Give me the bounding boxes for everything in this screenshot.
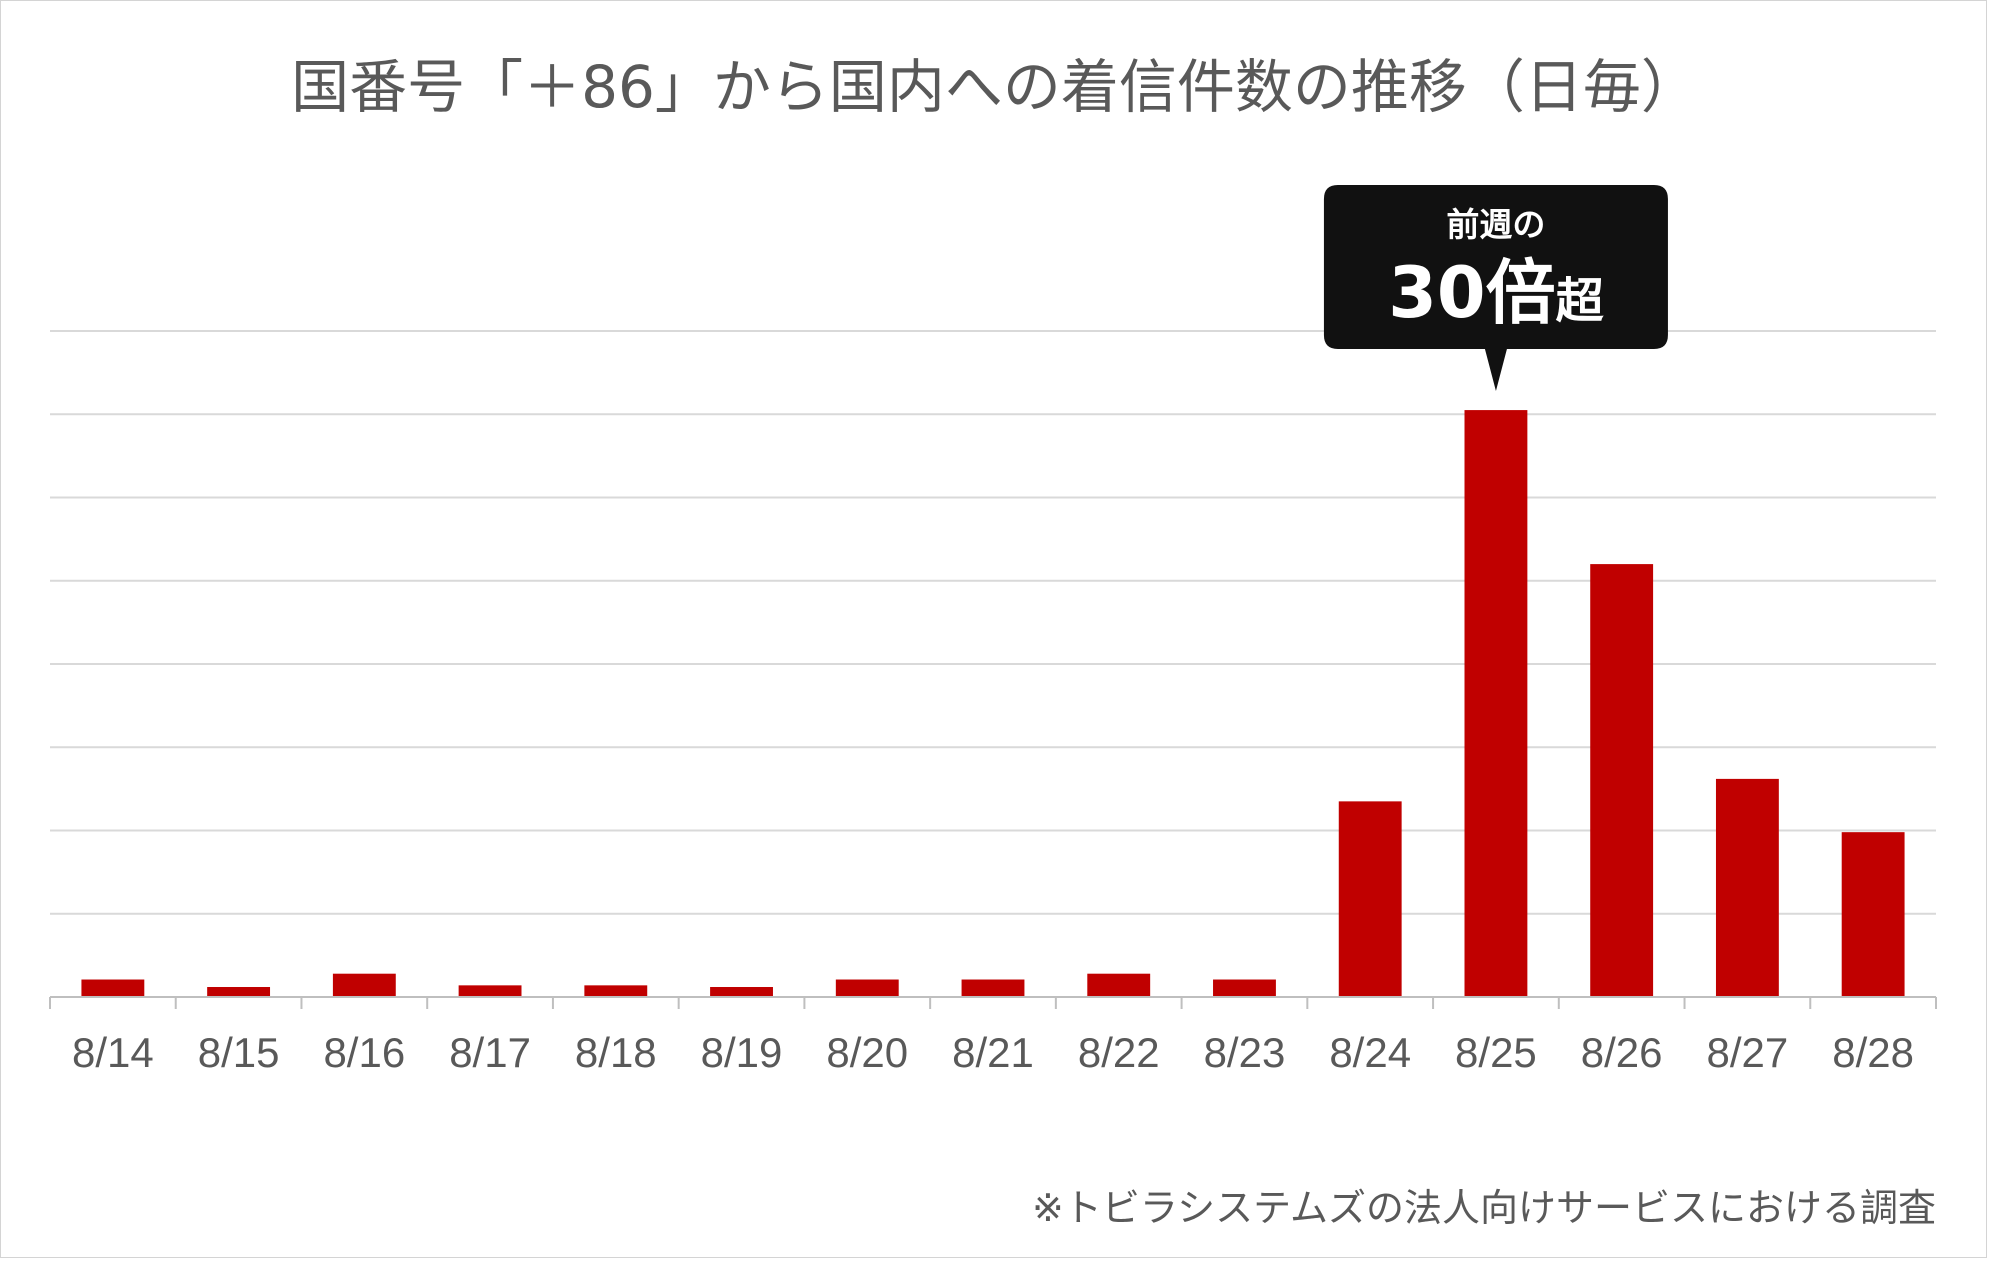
bar-8-17	[458, 985, 522, 997]
x-axis	[49, 996, 1937, 1009]
x-tick-labels: 8/14 8/15 8/16 8/17 8/18 8/19 8/20 8/21 8/22 8/23…	[72, 1029, 1914, 1076]
x-tick-label: 8/27	[1707, 1029, 1789, 1076]
callout-box	[1323, 185, 1668, 391]
bar-8-28	[1841, 832, 1905, 997]
bar-8-24	[1338, 801, 1402, 997]
bar-8-20	[835, 979, 899, 997]
x-tick-label: 8/18	[575, 1029, 657, 1076]
gridlines	[50, 330, 1936, 915]
bar-8-25	[1464, 410, 1528, 997]
x-tick-label: 8/24	[1329, 1029, 1411, 1076]
bar-8-19	[710, 987, 773, 997]
x-tick-label: 8/28	[1832, 1029, 1914, 1076]
callout-small: 超	[1556, 273, 1605, 329]
bar-8-23	[1213, 979, 1276, 997]
x-tick-label: 8/25	[1455, 1029, 1537, 1076]
chart-title: 国番号「＋86」から国内への着信件数の推移（日毎）	[291, 53, 1699, 121]
x-tick-label: 8/15	[198, 1029, 280, 1076]
x-tick-label: 8/26	[1581, 1029, 1663, 1076]
bar-8-21	[961, 979, 1025, 997]
x-tick-label: 8/23	[1204, 1029, 1286, 1076]
bar-8-16	[332, 973, 396, 997]
x-tick-label: 8/19	[701, 1029, 783, 1076]
x-tick-label: 8/17	[449, 1029, 531, 1076]
x-tick-label: 8/14	[72, 1029, 154, 1076]
x-tick-label: 8/22	[1078, 1029, 1160, 1076]
callout-line2: 30倍超	[1388, 252, 1604, 334]
chart-note: ※トビラシステムズの法人向けサービスにおける調査	[1032, 1186, 1936, 1230]
bar-8-27	[1715, 778, 1779, 997]
bar-8-14	[81, 979, 145, 997]
x-tick-label: 8/21	[952, 1029, 1034, 1076]
bar-8-26	[1590, 564, 1654, 997]
bar-8-18	[584, 985, 648, 997]
callout-line1: 前週の	[1446, 205, 1545, 244]
bars	[81, 410, 1905, 997]
bar-8-22	[1087, 973, 1151, 997]
callout: 前週の 30倍超	[1323, 185, 1668, 391]
bar-8-15	[207, 987, 271, 997]
x-tick-label: 8/20	[826, 1029, 908, 1076]
x-tick-label: 8/16	[323, 1029, 405, 1076]
callout-big: 30倍	[1388, 252, 1555, 334]
